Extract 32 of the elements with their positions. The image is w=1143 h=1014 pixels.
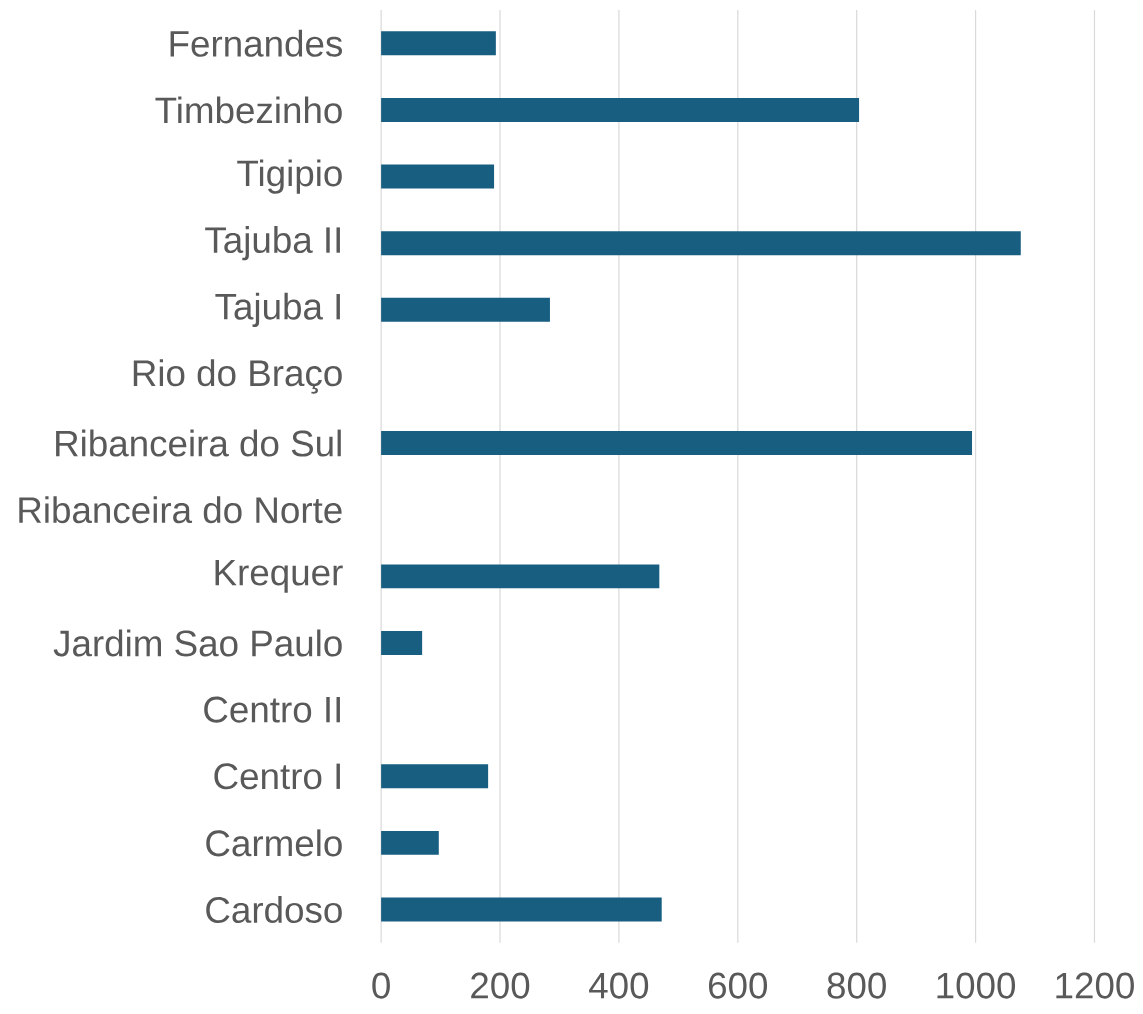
y-tick-label: Jardim Sao Paulo bbox=[53, 629, 342, 657]
y-tick-label: Ribanceira do Sul bbox=[56, 429, 341, 457]
y-tick-label: Timbezinho bbox=[155, 96, 342, 124]
bar bbox=[381, 831, 439, 856]
bar bbox=[381, 231, 1021, 256]
y-tick-label: Centro I bbox=[214, 763, 340, 790]
x-tick-label: 400 bbox=[589, 972, 649, 999]
y-tick-label: Krequer bbox=[215, 560, 343, 593]
y-tick-label: Tajuba I bbox=[215, 292, 340, 328]
y-tick-label: Centro II bbox=[204, 696, 340, 723]
bar bbox=[381, 764, 489, 789]
bar bbox=[381, 631, 423, 656]
x-tick-label: 600 bbox=[708, 972, 768, 999]
y-tick-label: Rio do Braço bbox=[133, 359, 342, 394]
x-tick-label: 800 bbox=[827, 972, 886, 999]
y-tick-label: Ribanceira do Norte bbox=[19, 496, 342, 524]
bar bbox=[381, 31, 496, 56]
x-tick-label: 0 bbox=[372, 972, 390, 999]
x-tick-label: 200 bbox=[471, 972, 530, 999]
x-tick-label: 1000 bbox=[937, 972, 1016, 999]
bar bbox=[381, 431, 973, 456]
bar bbox=[381, 564, 660, 589]
bar bbox=[381, 164, 495, 189]
x-tick-label: 1200 bbox=[1056, 972, 1134, 999]
y-tick-label: Cardoso bbox=[206, 896, 342, 924]
y-tick-label: Tigipio bbox=[237, 159, 342, 194]
bar bbox=[381, 98, 860, 123]
bar bbox=[381, 298, 550, 322]
y-tick-label: Fernandes bbox=[170, 29, 343, 57]
y-tick-label: Tajuba II bbox=[205, 226, 340, 261]
bar bbox=[381, 897, 662, 922]
y-tick-label: Carmelo bbox=[206, 829, 342, 857]
